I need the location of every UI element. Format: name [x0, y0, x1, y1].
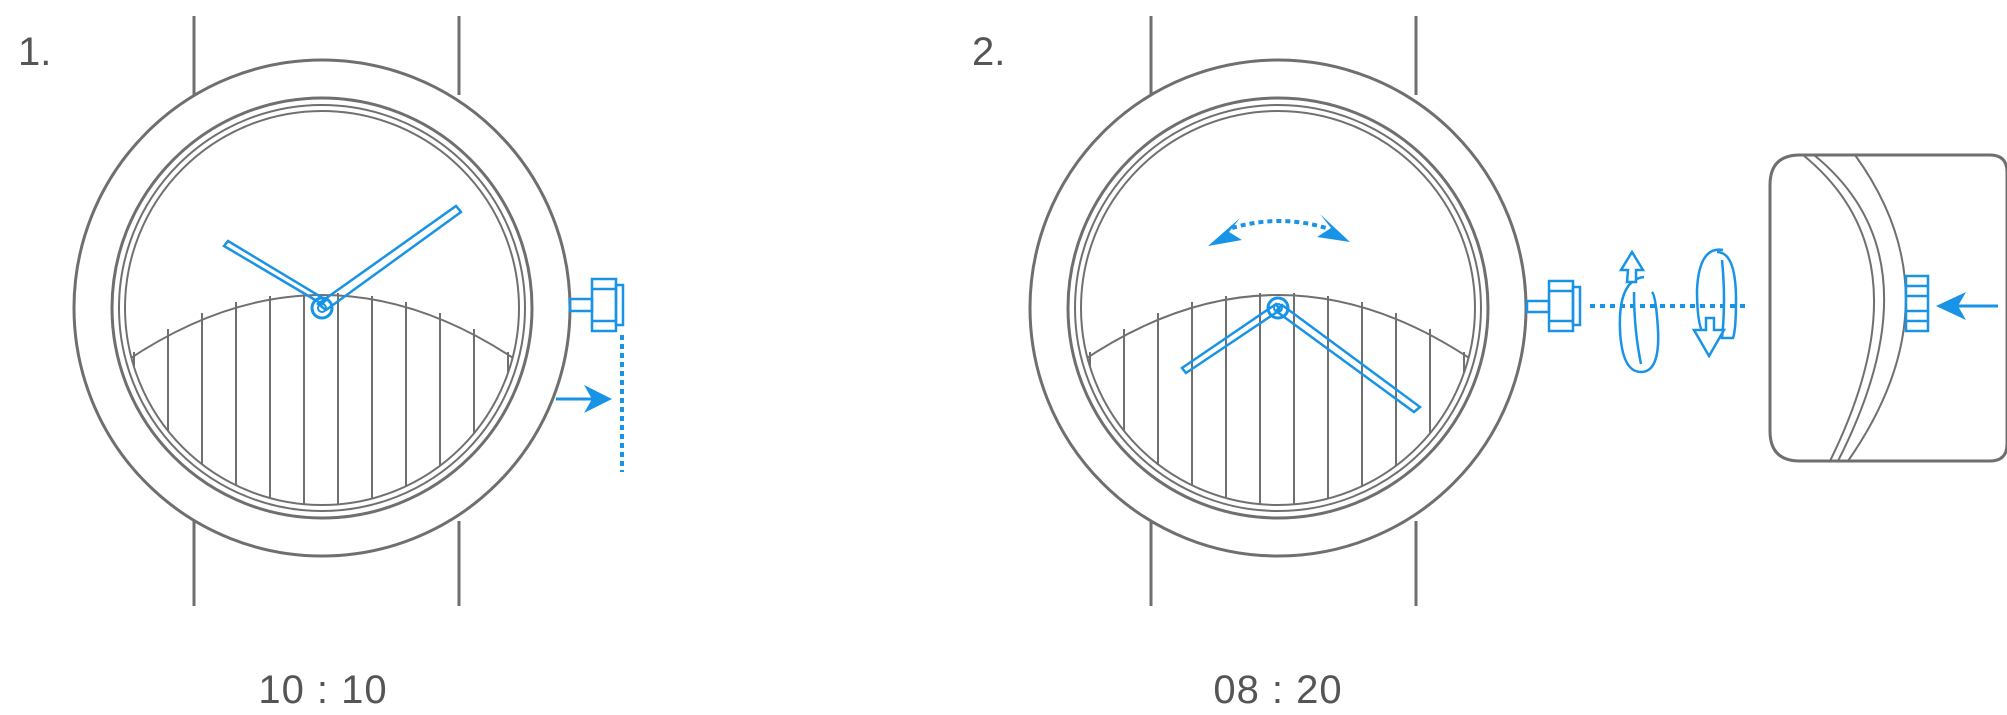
- watch-1-crown: [568, 277, 625, 333]
- watch-2-strap: [1149, 16, 1418, 606]
- rotate-hands-arrow-icon: [1208, 214, 1350, 246]
- step-1-time-label: 10 : 10: [258, 668, 388, 712]
- step-1-number: 1.: [18, 30, 52, 74]
- watch-1-hour-hand: [222, 239, 329, 306]
- turn-crown-arrow-icon: [1618, 249, 1660, 374]
- watch-1-strap: [192, 16, 461, 606]
- step-2-time-label: 08 : 20: [1213, 668, 1343, 712]
- turn-crown-reverse-arrow-icon: [1691, 248, 1738, 359]
- watch-2: [1028, 16, 1750, 606]
- watch-1-bezel-inner: [118, 104, 526, 512]
- watch-2-center-pin: [1266, 296, 1290, 320]
- watch-2-dial-stripes: [1081, 293, 1475, 505]
- watch-2-crown: [1525, 279, 1582, 333]
- watch-2-hands: [1180, 296, 1423, 414]
- push-arrow-icon: [1936, 292, 1998, 320]
- watch-1-hands: [222, 204, 463, 320]
- watch-1-bezel-outer: [110, 96, 534, 520]
- detail-crown: [1904, 274, 1930, 333]
- watch-2-dial: [1080, 110, 1476, 506]
- watch-2-hour-hand: [1180, 302, 1282, 375]
- step-2-number: 2.: [972, 30, 1006, 74]
- watch-1: [72, 16, 625, 606]
- pull-arrow-icon: [556, 385, 612, 413]
- watch-1-dial-stripes: [125, 293, 519, 505]
- watch-2-bezel-inner: [1074, 104, 1482, 512]
- watch-2-bezel-outer: [1066, 96, 1490, 520]
- watch-1-dial: [124, 110, 520, 506]
- watch-1-minute-hand: [315, 204, 463, 312]
- detail-case-box: [1768, 153, 2007, 463]
- crown-push-detail: [1768, 153, 2007, 463]
- watch-2-minute-hand: [1274, 303, 1423, 414]
- watch-1-center-pin: [310, 296, 334, 320]
